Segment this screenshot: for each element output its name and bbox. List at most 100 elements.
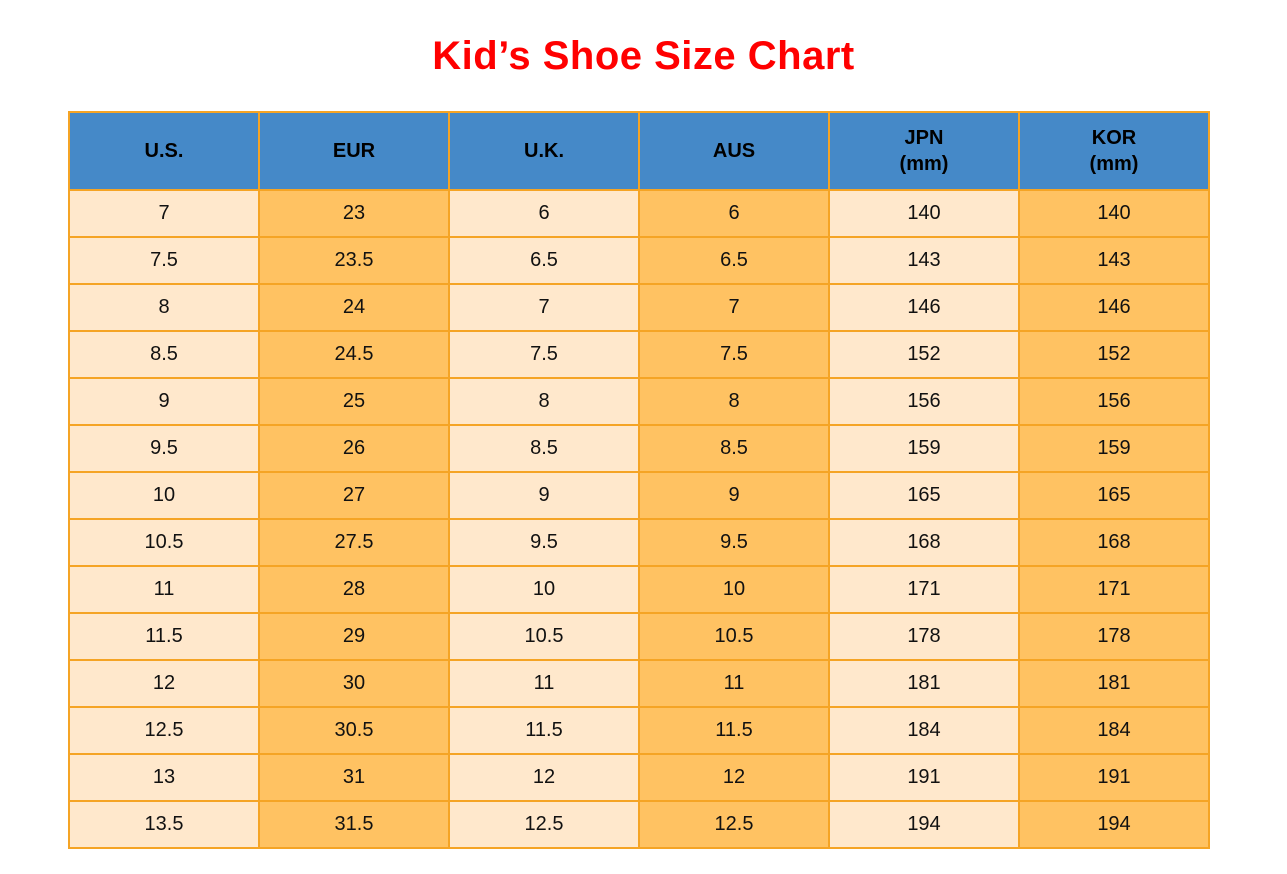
table-row: 12.5 30.5 11.5 11.5 184 184 bbox=[68, 706, 1210, 755]
table-cell-kor: 146 bbox=[1018, 283, 1210, 332]
table-cell-us: 11 bbox=[68, 565, 260, 614]
table-cell-us: 10 bbox=[68, 471, 260, 520]
table-row: 8 24 7 7 146 146 bbox=[68, 283, 1210, 332]
table-cell-aus: 8.5 bbox=[638, 424, 830, 473]
table-cell-kor: 191 bbox=[1018, 753, 1210, 802]
page-title: Kid’s Shoe Size Chart bbox=[432, 34, 855, 78]
table-cell-kor: 152 bbox=[1018, 330, 1210, 379]
table-cell-us: 12 bbox=[68, 659, 260, 708]
table-header-row: U.S. EUR U.K. AUS JPN (mm) bbox=[68, 111, 1210, 191]
table-cell-uk: 9 bbox=[448, 471, 640, 520]
table-row: 9.5 26 8.5 8.5 159 159 bbox=[68, 424, 1210, 473]
column-header-label: AUS bbox=[712, 140, 756, 162]
table-cell-aus: 11.5 bbox=[638, 706, 830, 755]
table-cell-jpn: 143 bbox=[828, 236, 1020, 285]
table-row: 11.5 29 10.5 10.5 178 178 bbox=[68, 612, 1210, 661]
column-header-label: EUR bbox=[332, 140, 376, 162]
table-cell-kor: 140 bbox=[1018, 189, 1210, 238]
table-cell-aus: 6 bbox=[638, 189, 830, 238]
table-cell-uk: 7.5 bbox=[448, 330, 640, 379]
table-cell-aus: 10 bbox=[638, 565, 830, 614]
table-cell-kor: 143 bbox=[1018, 236, 1210, 285]
table-cell-kor: 181 bbox=[1018, 659, 1210, 708]
table-row: 10 27 9 9 165 165 bbox=[68, 471, 1210, 520]
table-cell-jpn: 159 bbox=[828, 424, 1020, 473]
table-cell-us: 7.5 bbox=[68, 236, 260, 285]
table-cell-uk: 10.5 bbox=[448, 612, 640, 661]
column-header-uk: U.K. bbox=[448, 111, 640, 191]
table-header: U.S. EUR U.K. AUS JPN (mm) bbox=[68, 111, 1210, 191]
table-cell-eur: 27 bbox=[258, 471, 450, 520]
table-cell-us: 11.5 bbox=[68, 612, 260, 661]
table-cell-jpn: 191 bbox=[828, 753, 1020, 802]
table-cell-kor: 168 bbox=[1018, 518, 1210, 567]
table-cell-uk: 6.5 bbox=[448, 236, 640, 285]
table-cell-uk: 8 bbox=[448, 377, 640, 426]
table-cell-eur: 30 bbox=[258, 659, 450, 708]
column-header-us: U.S. bbox=[68, 111, 260, 191]
size-table-body: 7 23 6 6 140 140 7.5 23.5 6.5 6.5 143 143 8 24 7 7 146 14… bbox=[68, 189, 1210, 849]
table-cell-jpn: 165 bbox=[828, 471, 1020, 520]
table-cell-uk: 11 bbox=[448, 659, 640, 708]
table-cell-jpn: 181 bbox=[828, 659, 1020, 708]
table-row: 7 23 6 6 140 140 bbox=[68, 189, 1210, 238]
table-cell-eur: 27.5 bbox=[258, 518, 450, 567]
table-row: 11 28 10 10 171 171 bbox=[68, 565, 1210, 614]
table-row: 9 25 8 8 156 156 bbox=[68, 377, 1210, 426]
table-cell-aus: 8 bbox=[638, 377, 830, 426]
table-row: 10.5 27.5 9.5 9.5 168 168 bbox=[68, 518, 1210, 567]
table-cell-jpn: 184 bbox=[828, 706, 1020, 755]
column-header-jpn: JPN (mm) bbox=[828, 111, 1020, 191]
table-cell-jpn: 156 bbox=[828, 377, 1020, 426]
table-cell-aus: 9.5 bbox=[638, 518, 830, 567]
table-cell-us: 9.5 bbox=[68, 424, 260, 473]
table-cell-uk: 7 bbox=[448, 283, 640, 332]
table-cell-us: 12.5 bbox=[68, 706, 260, 755]
table-cell-kor: 159 bbox=[1018, 424, 1210, 473]
table-cell-aus: 9 bbox=[638, 471, 830, 520]
table-cell-aus: 10.5 bbox=[638, 612, 830, 661]
table-cell-jpn: 178 bbox=[828, 612, 1020, 661]
table-cell-aus: 7.5 bbox=[638, 330, 830, 379]
table-cell-kor: 184 bbox=[1018, 706, 1210, 755]
table-cell-eur: 23 bbox=[258, 189, 450, 238]
column-header-eur: EUR bbox=[258, 111, 450, 191]
column-header-label: U.S. bbox=[144, 140, 184, 162]
table-cell-eur: 23.5 bbox=[258, 236, 450, 285]
table-cell-eur: 24 bbox=[258, 283, 450, 332]
table-cell-eur: 31 bbox=[258, 753, 450, 802]
table-cell-uk: 6 bbox=[448, 189, 640, 238]
table-cell-jpn: 194 bbox=[828, 800, 1020, 849]
table-cell-kor: 194 bbox=[1018, 800, 1210, 849]
table-cell-uk: 10 bbox=[448, 565, 640, 614]
table-cell-kor: 171 bbox=[1018, 565, 1210, 614]
table-cell-aus: 6.5 bbox=[638, 236, 830, 285]
table-cell-uk: 9.5 bbox=[448, 518, 640, 567]
table-cell-us: 8 bbox=[68, 283, 260, 332]
table-cell-us: 10.5 bbox=[68, 518, 260, 567]
table-cell-aus: 11 bbox=[638, 659, 830, 708]
table-cell-eur: 28 bbox=[258, 565, 450, 614]
column-header-sublabel: (mm) bbox=[899, 153, 949, 175]
table-row: 13 31 12 12 191 191 bbox=[68, 753, 1210, 802]
table-cell-aus: 12.5 bbox=[638, 800, 830, 849]
table-row: 7.5 23.5 6.5 6.5 143 143 bbox=[68, 236, 1210, 285]
table-cell-uk: 8.5 bbox=[448, 424, 640, 473]
column-header-sublabel: (mm) bbox=[1089, 153, 1139, 175]
table-row: 8.5 24.5 7.5 7.5 152 152 bbox=[68, 330, 1210, 379]
table-cell-jpn: 168 bbox=[828, 518, 1020, 567]
table-cell-us: 13.5 bbox=[68, 800, 260, 849]
table-cell-aus: 12 bbox=[638, 753, 830, 802]
table-cell-eur: 25 bbox=[258, 377, 450, 426]
table-cell-us: 7 bbox=[68, 189, 260, 238]
table-cell-us: 8.5 bbox=[68, 330, 260, 379]
table-cell-eur: 24.5 bbox=[258, 330, 450, 379]
table-cell-kor: 178 bbox=[1018, 612, 1210, 661]
table-cell-jpn: 171 bbox=[828, 565, 1020, 614]
table-cell-jpn: 146 bbox=[828, 283, 1020, 332]
table-cell-eur: 31.5 bbox=[258, 800, 450, 849]
shoe-size-table: U.S. EUR U.K. AUS JPN (mm) bbox=[68, 111, 1210, 849]
table-cell-jpn: 152 bbox=[828, 330, 1020, 379]
column-header-label: U.K. bbox=[524, 140, 564, 162]
